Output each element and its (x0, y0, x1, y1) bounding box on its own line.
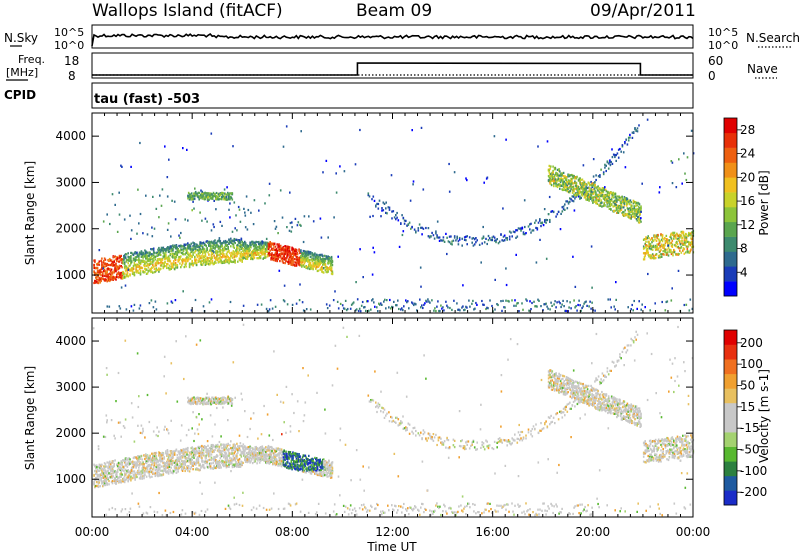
freq-trace (92, 62, 693, 76)
y-tick-label: 1000 (55, 472, 86, 486)
colorbar-swatch (724, 192, 737, 208)
colorbar-tick-label: 8 (740, 242, 748, 256)
colorbar-swatch (724, 132, 737, 148)
colorbar-swatch (724, 461, 737, 477)
date-title: 09/Apr/2011 (590, 1, 696, 21)
power-panel: 1000 2000 3000 4000 Slant Range [km] 28 24 20… (23, 112, 771, 314)
colorbar-tick-label: 50 (740, 378, 755, 392)
colorbar-swatch (724, 177, 737, 193)
nsearch-label: N.Search (746, 31, 800, 45)
colorbar-swatch (724, 147, 737, 163)
x-tick-label: 12:00 (375, 525, 410, 539)
nsearch-tick-top: 10^5 (708, 26, 738, 39)
x-tick-label: 04:00 (175, 525, 210, 539)
colorbar-swatch (724, 402, 737, 418)
colorbar-swatch (724, 207, 737, 223)
colorbar-tick-label: -50 (740, 443, 760, 457)
nsky-strip: N.Sky 10^5 10^0 10^5 10^0 N.Search (4, 24, 800, 52)
freq-tick-top: 18 (64, 54, 79, 68)
colorbar-tick-label: -100 (740, 464, 767, 478)
x-tick-label: 16:00 (475, 525, 510, 539)
colorbar-tick-label: -200 (740, 485, 767, 499)
x-tick-label: 20:00 (576, 525, 611, 539)
power-ylabel: Slant Range [km] (23, 161, 37, 265)
colorbar-tick-label: 20 (740, 170, 755, 184)
cpid-text: tau (fast) -503 (94, 92, 200, 107)
colorbar-swatch (724, 162, 737, 178)
colorbar-swatch (724, 344, 737, 360)
x-tick-label: 00:00 (676, 525, 711, 539)
freq-strip: Freq. [MHz] 18 8 60 0 Nave CPID (4, 52, 778, 102)
cpid-strip: tau (fast) -503 (91, 82, 694, 109)
colorbar-swatch (724, 373, 737, 389)
colorbar-swatch (724, 446, 737, 462)
nsky-tick-bottom: 10^0 (54, 39, 84, 52)
colorbar-tick-label: 12 (740, 218, 755, 232)
colorbar-swatch (724, 118, 737, 134)
colorbar-swatch (724, 388, 737, 404)
freq-label-2: [MHz] (6, 66, 38, 79)
velocity-panel: 1000 2000 3000 4000 Slant Range [km] 200 100… (23, 317, 771, 518)
colorbar-swatch (724, 266, 737, 282)
freq-label-1: Freq. (18, 53, 45, 66)
colorbar-frame (723, 117, 738, 297)
colorbar-frame (723, 329, 738, 506)
nave-tick-bottom: 0 (708, 69, 716, 83)
station-title: Wallops Island (fitACF) (92, 1, 283, 21)
colorbar-tick-label: -15 (740, 421, 760, 435)
colorbar-swatch (724, 221, 737, 237)
power-colorbar: 28 24 20 16 12 8 4 (723, 117, 755, 297)
colorbar-swatch (724, 251, 737, 267)
y-tick-label: 2000 (55, 426, 86, 440)
nsky-label: N.Sky (4, 31, 38, 45)
freq-tick-bottom: 8 (68, 69, 76, 83)
xaxis-label: Time UT (366, 540, 417, 554)
colorbar-swatch (724, 490, 737, 506)
power-data (93, 118, 695, 313)
colorbar-swatch (724, 417, 737, 433)
colorbar-tick-label: 100 (740, 357, 763, 371)
nave-label: Nave (747, 62, 778, 76)
nsky-tick-top: 10^5 (54, 26, 84, 39)
colorbar-swatch (724, 475, 737, 491)
colorbar-tick-label: 4 (740, 265, 748, 279)
y-tick-label: 4000 (55, 129, 86, 143)
time-axis: 00:00 04:00 08:00 12:00 16:00 20:00 00:00 (75, 525, 711, 539)
cpid-label: CPID (4, 88, 36, 102)
colorbar-swatch (724, 359, 737, 375)
y-tick-label: 3000 (55, 175, 86, 189)
colorbar-swatch (724, 432, 737, 447)
x-tick-label: 08:00 (275, 525, 310, 539)
velocity-colorbar: 200 100 50 15 -15 -50 -100 -200 (723, 329, 767, 506)
colorbar-tick-label: 200 (740, 336, 763, 350)
colorbar-tick-label: 24 (740, 147, 755, 161)
colorbar-swatch (724, 330, 737, 345)
velocity-ylabel: Slant Range [km] (23, 366, 37, 470)
beam-title: Beam 09 (356, 1, 432, 21)
x-tick-label: 00:00 (75, 525, 110, 539)
power-cbar-label: Power [dB] (757, 170, 771, 235)
y-tick-label: 1000 (55, 268, 86, 282)
colorbar-swatch (724, 281, 737, 297)
nsky-trace (91, 32, 694, 47)
velocity-cbar-label: Velocity [m s-1] (757, 369, 771, 463)
velocity-data (92, 323, 695, 517)
power-axes: 1000 2000 3000 4000 (55, 113, 694, 313)
velocity-axes: 1000 2000 3000 4000 (55, 318, 694, 517)
y-tick-label: 4000 (55, 334, 86, 348)
colorbar-tick-label: 15 (740, 400, 755, 414)
nave-tick-top: 60 (708, 54, 723, 68)
colorbar-swatch (724, 236, 737, 252)
y-tick-label: 3000 (55, 380, 86, 394)
y-tick-label: 2000 (55, 222, 86, 236)
colorbar-tick-label: 28 (740, 123, 755, 137)
nsearch-tick-bottom: 10^0 (708, 39, 738, 52)
colorbar-tick-label: 16 (740, 194, 755, 208)
